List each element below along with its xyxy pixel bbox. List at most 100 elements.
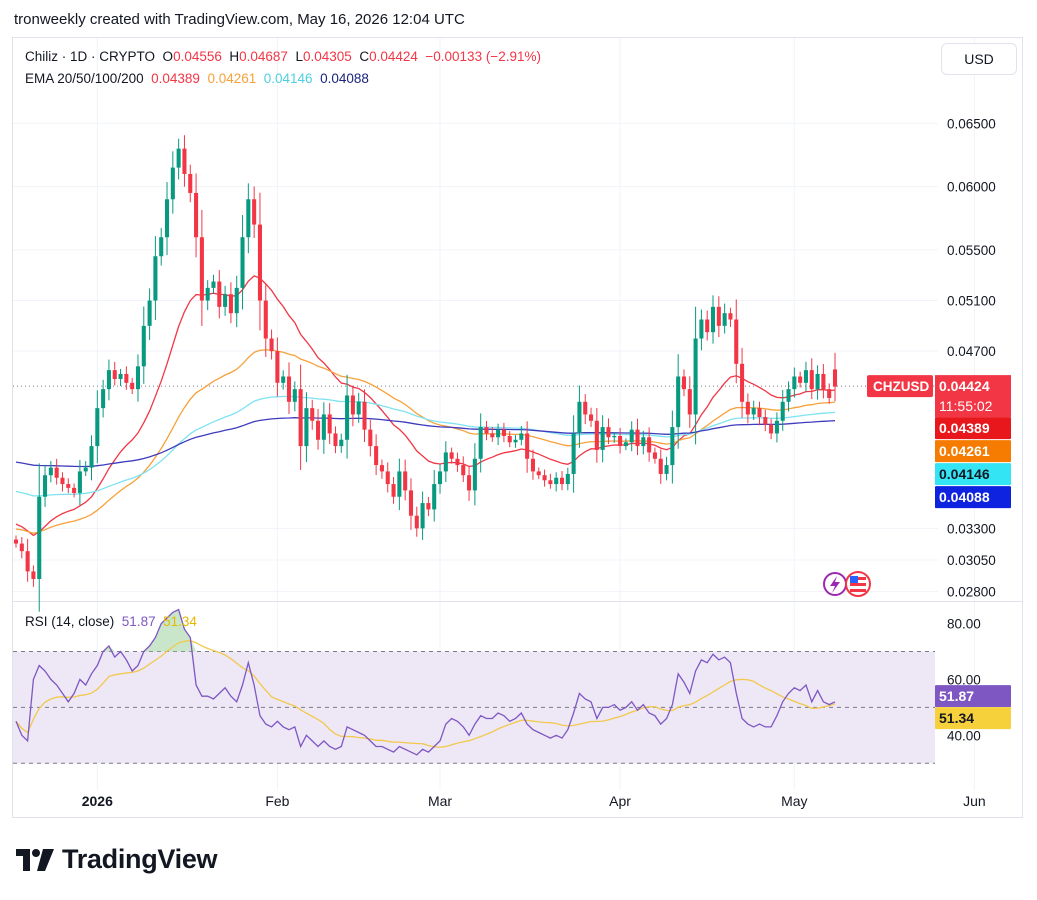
candle[interactable] xyxy=(652,452,657,459)
candle[interactable] xyxy=(298,389,303,447)
candle[interactable] xyxy=(60,477,65,485)
candle[interactable] xyxy=(594,420,599,450)
candle[interactable] xyxy=(832,369,838,387)
candle[interactable] xyxy=(153,256,158,301)
candle[interactable] xyxy=(629,429,634,443)
candle[interactable] xyxy=(827,389,832,398)
candle[interactable] xyxy=(443,452,448,472)
candle[interactable] xyxy=(513,439,518,443)
candle[interactable] xyxy=(530,458,535,472)
candle[interactable] xyxy=(635,429,640,447)
candle[interactable] xyxy=(449,452,454,459)
us-flag-icon[interactable] xyxy=(845,571,871,597)
currency-button[interactable]: USD xyxy=(941,43,1017,75)
candle[interactable] xyxy=(217,281,222,307)
candle[interactable] xyxy=(577,401,582,434)
candle[interactable] xyxy=(606,427,611,438)
candle[interactable] xyxy=(432,484,437,510)
candle[interactable] xyxy=(374,446,379,466)
candle[interactable] xyxy=(292,389,297,402)
candle[interactable] xyxy=(774,420,779,434)
candle[interactable] xyxy=(461,465,466,476)
candle[interactable] xyxy=(536,471,541,476)
candle[interactable] xyxy=(519,433,524,440)
candle[interactable] xyxy=(240,237,245,288)
candle[interactable] xyxy=(54,467,59,478)
candle[interactable] xyxy=(391,484,396,497)
candle[interactable] xyxy=(745,401,750,415)
candle[interactable] xyxy=(600,427,605,450)
candle[interactable] xyxy=(490,433,495,438)
candle[interactable] xyxy=(304,408,309,447)
candle[interactable] xyxy=(740,363,745,402)
candle[interactable] xyxy=(379,465,384,472)
candle[interactable] xyxy=(414,515,419,529)
candle[interactable] xyxy=(327,414,332,434)
candle[interactable] xyxy=(356,401,361,415)
candle[interactable] xyxy=(623,442,628,447)
candle[interactable] xyxy=(118,373,123,380)
candle[interactable] xyxy=(13,539,19,544)
candle[interactable] xyxy=(194,192,199,238)
candle[interactable] xyxy=(345,395,350,440)
candle[interactable] xyxy=(478,427,483,459)
candle[interactable] xyxy=(234,287,239,314)
candle[interactable] xyxy=(269,338,274,352)
candle[interactable] xyxy=(176,148,181,168)
candle[interactable] xyxy=(728,313,733,320)
ticker-tag[interactable]: CHZUSD xyxy=(873,379,929,394)
candle[interactable] xyxy=(559,477,565,485)
candle[interactable] xyxy=(769,424,774,434)
candle[interactable] xyxy=(716,306,721,326)
candle[interactable] xyxy=(310,408,315,421)
candle[interactable] xyxy=(199,237,204,301)
candle[interactable] xyxy=(699,319,704,339)
lightning-icon[interactable] xyxy=(823,572,847,596)
candle[interactable] xyxy=(565,473,570,485)
rsi-label[interactable]: RSI (14, close) xyxy=(25,614,115,629)
candle[interactable] xyxy=(426,503,431,510)
candle[interactable] xyxy=(188,173,193,193)
candle[interactable] xyxy=(403,471,408,491)
candle[interactable] xyxy=(397,471,402,497)
candle[interactable] xyxy=(37,496,42,580)
candle[interactable] xyxy=(798,376,803,383)
candle[interactable] xyxy=(496,429,501,438)
candle[interactable] xyxy=(95,408,100,447)
candle[interactable] xyxy=(159,237,164,257)
candle[interactable] xyxy=(112,370,117,380)
candle[interactable] xyxy=(821,373,826,390)
candle[interactable] xyxy=(507,435,512,443)
candle[interactable] xyxy=(455,458,460,466)
candle[interactable] xyxy=(170,167,175,200)
candle[interactable] xyxy=(437,471,443,485)
candle[interactable] xyxy=(72,487,77,493)
candle[interactable] xyxy=(501,429,506,436)
candle[interactable] xyxy=(710,306,716,333)
candle[interactable] xyxy=(484,427,489,434)
symbol-title[interactable]: Chiliz · 1D · CRYPTO xyxy=(25,49,156,64)
candle[interactable] xyxy=(43,475,48,497)
candle[interactable] xyxy=(83,467,88,472)
candle[interactable] xyxy=(263,300,268,339)
candle[interactable] xyxy=(693,338,698,415)
candle[interactable] xyxy=(205,287,210,301)
candle[interactable] xyxy=(135,366,141,390)
candle[interactable] xyxy=(25,551,30,572)
candle[interactable] xyxy=(339,439,344,447)
candle[interactable] xyxy=(786,389,791,402)
candle[interactable] xyxy=(228,294,233,314)
candle[interactable] xyxy=(763,416,768,425)
candle[interactable] xyxy=(211,281,216,288)
candle[interactable] xyxy=(734,319,739,364)
candle[interactable] xyxy=(681,376,687,390)
candle[interactable] xyxy=(664,465,669,474)
candle[interactable] xyxy=(647,437,652,453)
candle[interactable] xyxy=(316,420,321,440)
candle[interactable] xyxy=(467,475,472,491)
candle[interactable] xyxy=(223,294,228,307)
candle[interactable] xyxy=(164,199,170,238)
candle[interactable] xyxy=(362,401,367,430)
candle[interactable] xyxy=(803,370,808,383)
candle[interactable] xyxy=(472,458,477,491)
